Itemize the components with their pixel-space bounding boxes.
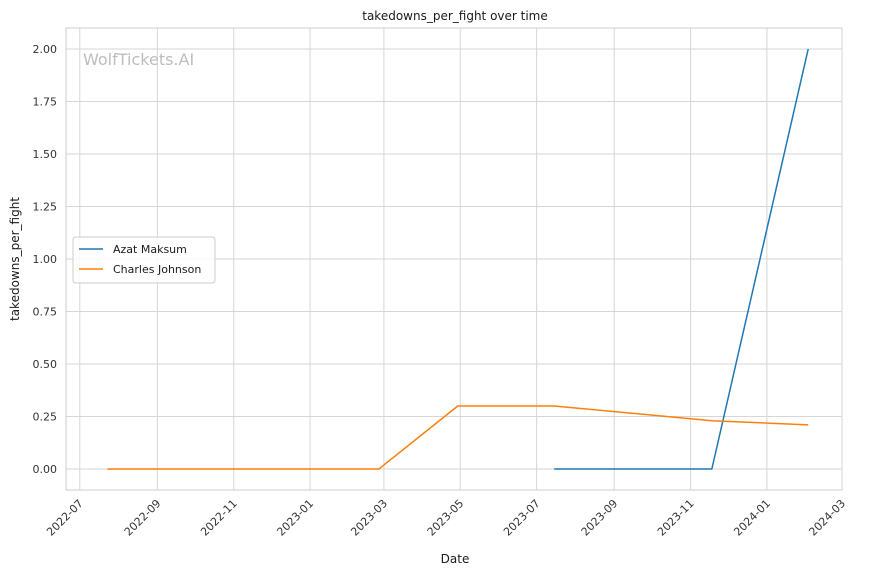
y-tick-label: 0.50 [33,358,58,371]
legend-label-azat-maksum: Azat Maksum [113,243,187,256]
legend: Azat Maksum Charles Johnson [72,236,216,284]
x-tick-label: 2022-07 [44,497,86,539]
legend-label-charles-johnson: Charles Johnson [113,263,201,276]
x-tick-label: 2022-11 [198,497,240,539]
y-tick-label: 2.00 [33,43,58,56]
y-tick-label: 1.00 [33,253,58,266]
series-line-charles-johnson [107,405,809,470]
y-tick-label: 0.75 [33,306,58,319]
grid [66,28,843,490]
y-tick-label: 1.75 [33,96,58,109]
x-tick-label: 2023-11 [655,497,697,539]
x-tick-label: 2023-05 [425,497,467,539]
y-tick-label: 1.25 [33,201,58,214]
y-tick-label: 0.00 [33,463,58,476]
x-axis-ticks: 2022-07 2022-09 2022-11 2023-01 2023-03 2023-… [44,497,848,539]
series-layer [107,48,809,470]
x-tick-label: 2024-03 [806,497,848,539]
y-tick-label: 1.50 [33,148,58,161]
x-tick-label: 2024-01 [731,497,773,539]
x-tick-label: 2023-03 [348,497,390,539]
watermark: WolfTickets.AI [83,50,194,69]
y-axis-ticks: 0.00 0.25 0.50 0.75 1.00 1.25 1.50 1.75 2.00 [33,43,58,476]
x-tick-label: 2023-09 [579,497,621,539]
x-tick-label: 2023-01 [274,497,316,539]
x-tick-label: 2022-09 [122,497,164,539]
y-tick-label: 0.25 [33,411,58,424]
legend-box [72,236,216,284]
y-axis-label: takedowns_per_fight [8,197,22,321]
x-axis-label: Date [441,552,470,566]
series-line-azat-maksum [554,48,809,470]
x-tick-label: 2023-07 [501,497,543,539]
chart-title: takedowns_per_fight over time [362,9,548,23]
